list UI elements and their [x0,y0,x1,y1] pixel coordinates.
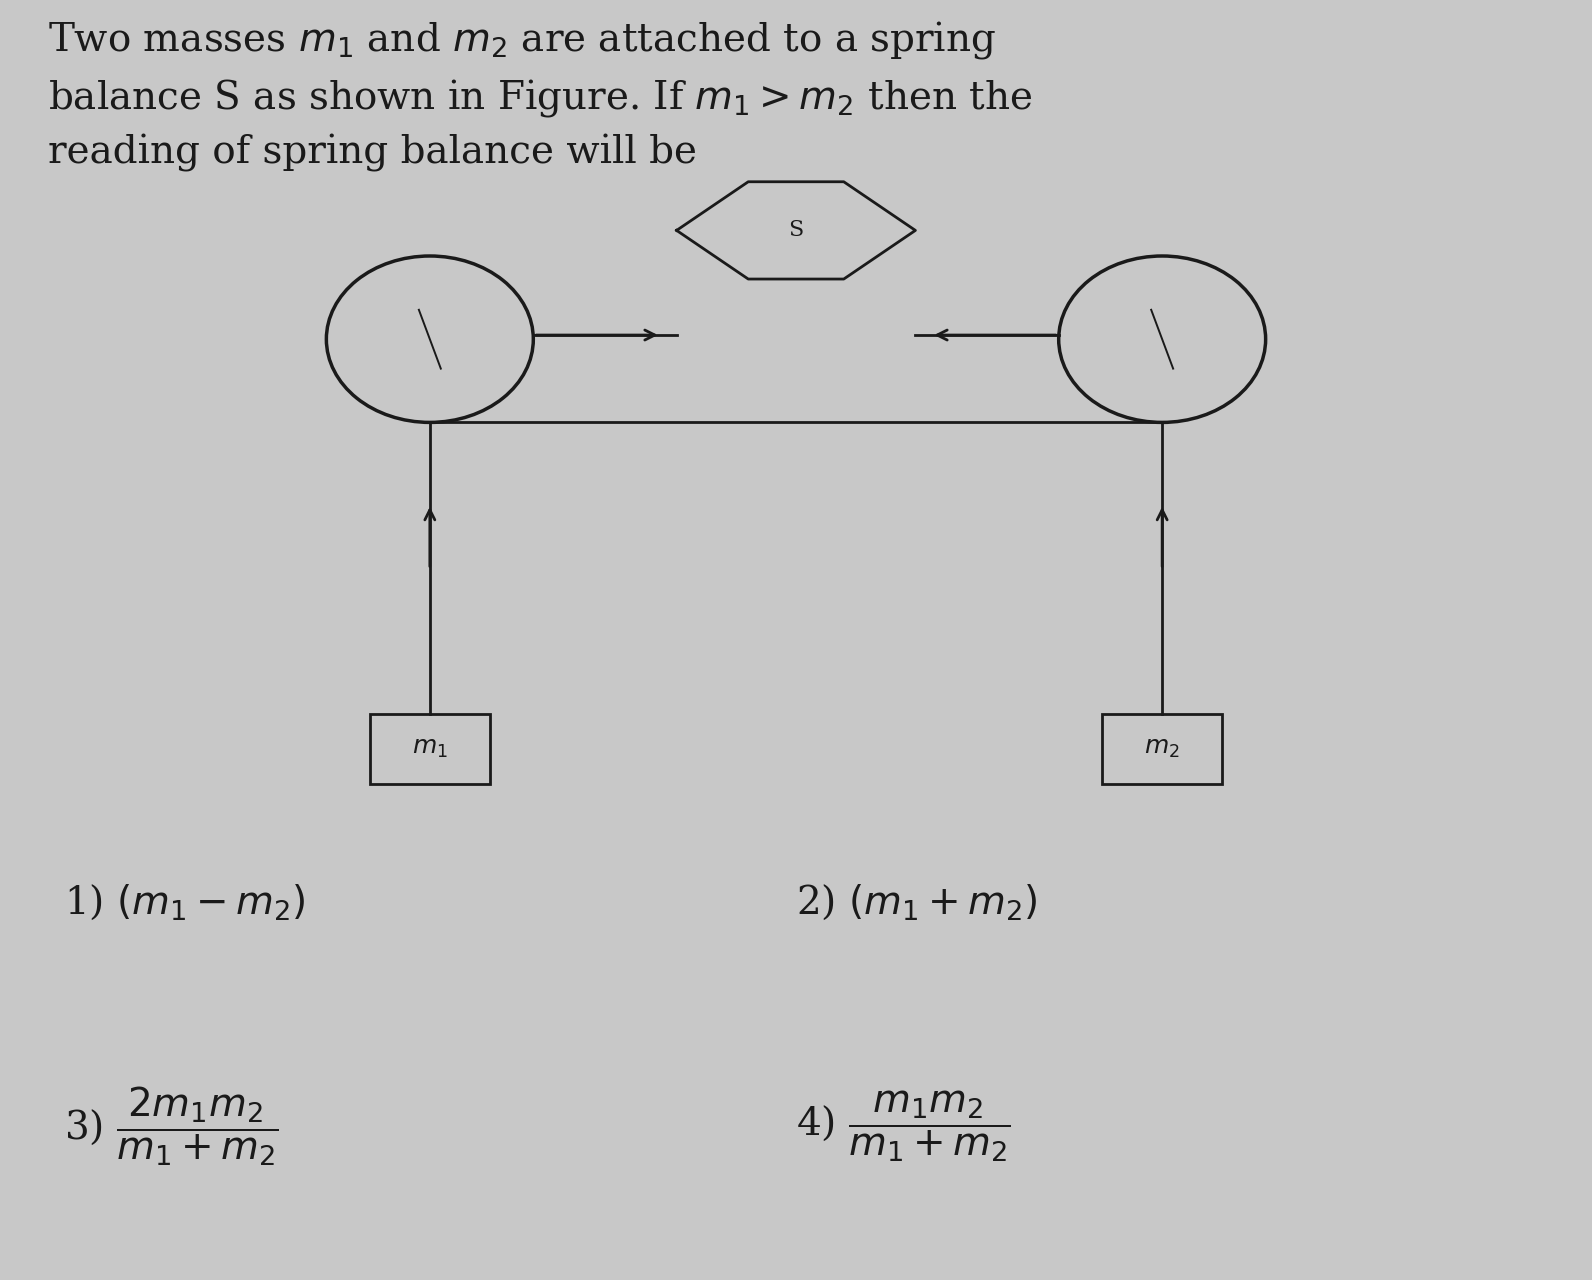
Text: reading of spring balance will be: reading of spring balance will be [48,134,697,173]
Bar [371,714,490,783]
Text: S: S [788,219,804,242]
Text: 3) $\dfrac{2m_1 m_2}{m_1 + m_2}$: 3) $\dfrac{2m_1 m_2}{m_1 + m_2}$ [64,1084,279,1169]
Text: Two masses $m_1$ and $m_2$ are attached to a spring: Two masses $m_1$ and $m_2$ are attached … [48,19,997,61]
Text: balance S as shown in Figure. If $m_1 > m_2$ then the: balance S as shown in Figure. If $m_1 > … [48,77,1032,119]
Text: 1) $(m_1 - m_2)$: 1) $(m_1 - m_2)$ [64,883,306,922]
Text: 4) $\dfrac{m_1 m_2}{m_1 + m_2}$: 4) $\dfrac{m_1 m_2}{m_1 + m_2}$ [796,1088,1011,1165]
Text: 2) $(m_1 + m_2)$: 2) $(m_1 + m_2)$ [796,883,1038,922]
Text: $m_1$: $m_1$ [412,737,447,760]
Text: $m_2$: $m_2$ [1145,737,1180,760]
Bar [1102,714,1223,783]
